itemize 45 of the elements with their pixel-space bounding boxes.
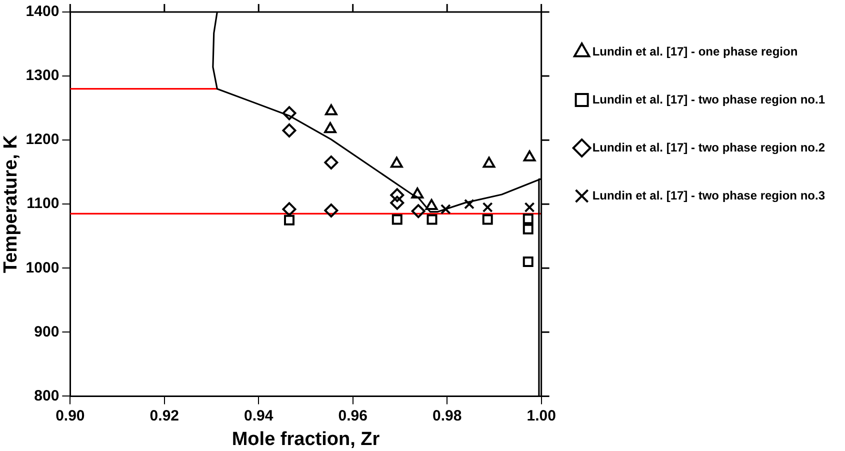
point	[524, 202, 535, 213]
point	[411, 187, 424, 198]
point	[324, 104, 338, 116]
x-tick-label: 1.00	[526, 407, 556, 424]
point	[426, 214, 438, 225]
y-tick-label: 1200	[26, 131, 60, 148]
y-axis-title: Temperature, K	[0, 134, 22, 274]
point	[284, 214, 294, 226]
x-axis-title: Mole fraction, Zr	[232, 428, 380, 450]
point	[411, 204, 426, 218]
point	[282, 106, 296, 120]
point	[440, 204, 451, 214]
point	[324, 155, 338, 170]
x-tick-label: 0.94	[244, 407, 274, 424]
x-tick-label: 0.98	[432, 407, 462, 424]
y-tick-label: 1400	[26, 3, 60, 20]
point	[392, 214, 402, 225]
point	[522, 256, 534, 267]
y-tick-label: 800	[34, 387, 60, 404]
point	[522, 224, 534, 234]
point	[482, 156, 496, 168]
point	[464, 198, 474, 210]
point	[282, 202, 296, 216]
y-tick-label: 1100	[26, 195, 60, 212]
legend-label: Lundin et al. [17] - two phase region no.1	[592, 92, 826, 106]
x-tick-label: 0.90	[56, 407, 85, 424]
legend-label: Lundin et al. [17] - one phase region	[592, 44, 798, 58]
y-tick-label: 1000	[26, 259, 60, 276]
point	[282, 123, 296, 138]
point	[482, 214, 493, 225]
legend-label: Lundin et al. [17] - two phase region no.3	[592, 188, 826, 202]
x-tick-label: 0.96	[338, 407, 368, 424]
point	[425, 199, 438, 210]
point	[390, 196, 404, 210]
y-tick-label: 900	[34, 323, 60, 340]
point	[324, 204, 338, 218]
point	[523, 150, 536, 162]
x-tick-label: 0.92	[150, 407, 179, 424]
y-tick-label: 1300	[26, 67, 60, 84]
point	[390, 188, 404, 202]
point	[482, 202, 493, 213]
point	[324, 122, 336, 134]
point	[390, 156, 403, 168]
legend-label: Lundin et al. [17] - two phase region no.2	[592, 140, 826, 154]
point	[522, 214, 534, 224]
